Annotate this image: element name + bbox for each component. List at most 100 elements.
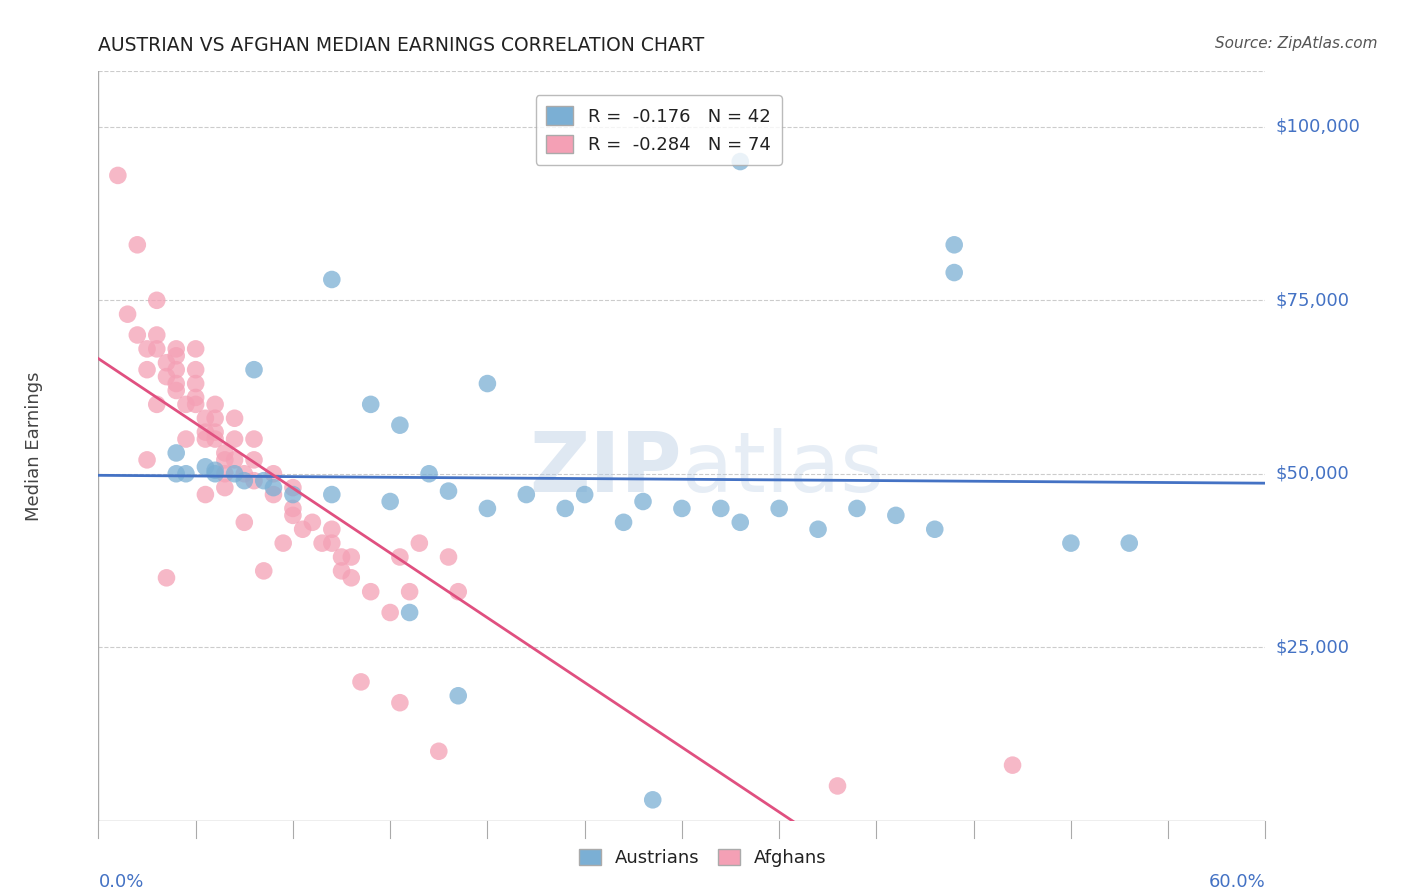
Point: [165, 349, 187, 363]
Point: [127, 328, 149, 343]
Point: [136, 453, 159, 467]
Point: [117, 307, 139, 321]
Point: [146, 342, 169, 356]
Point: [214, 467, 236, 481]
Point: [184, 342, 207, 356]
Point: [165, 342, 187, 356]
Text: 60.0%: 60.0%: [1209, 873, 1265, 891]
Point: [291, 522, 314, 536]
Point: [243, 362, 266, 376]
Point: [204, 411, 226, 425]
Text: AUSTRIAN VS AFGHAN MEDIAN EARNINGS CORRELATION CHART: AUSTRIAN VS AFGHAN MEDIAN EARNINGS CORRE…: [98, 36, 704, 54]
Point: [204, 425, 226, 439]
Point: [943, 266, 966, 280]
Point: [380, 606, 402, 620]
Point: [174, 397, 197, 411]
Point: [807, 522, 830, 536]
Point: [398, 606, 420, 620]
Point: [730, 516, 752, 530]
Point: [271, 536, 294, 550]
Point: [574, 487, 596, 501]
Point: [1001, 758, 1024, 772]
Point: [388, 418, 411, 433]
Point: [233, 516, 256, 530]
Point: [174, 432, 197, 446]
Point: [350, 674, 373, 689]
Point: [380, 494, 402, 508]
Point: [671, 501, 693, 516]
Point: [631, 494, 654, 508]
Point: [262, 487, 284, 501]
Point: [340, 549, 363, 564]
Point: [301, 516, 323, 530]
Point: [224, 467, 246, 481]
Point: [253, 564, 276, 578]
Text: Median Earnings: Median Earnings: [25, 371, 44, 521]
Text: ZIP: ZIP: [530, 428, 682, 509]
Point: [1118, 536, 1140, 550]
Point: [214, 481, 236, 495]
Point: [243, 432, 266, 446]
Point: [281, 481, 304, 495]
Text: $25,000: $25,000: [1275, 638, 1350, 657]
Point: [924, 522, 946, 536]
Point: [165, 384, 187, 398]
Point: [447, 689, 470, 703]
Point: [165, 446, 187, 460]
Point: [477, 376, 499, 391]
Point: [827, 779, 849, 793]
Point: [243, 474, 266, 488]
Point: [165, 467, 187, 481]
Point: [204, 397, 226, 411]
Point: [184, 391, 207, 405]
Legend: R =  -0.176   N = 42, R =  -0.284   N = 74: R = -0.176 N = 42, R = -0.284 N = 74: [536, 95, 782, 165]
Point: [437, 549, 460, 564]
Point: [710, 501, 733, 516]
Point: [321, 272, 343, 286]
Point: [330, 564, 353, 578]
Point: [427, 744, 450, 758]
Text: $50,000: $50,000: [1275, 465, 1348, 483]
Point: [408, 536, 430, 550]
Point: [233, 474, 256, 488]
Point: [554, 501, 576, 516]
Point: [194, 459, 217, 474]
Point: [418, 467, 440, 481]
Point: [214, 446, 236, 460]
Point: [204, 463, 226, 477]
Point: [398, 584, 420, 599]
Point: [136, 342, 159, 356]
Point: [224, 432, 246, 446]
Point: [613, 516, 636, 530]
Point: [155, 571, 177, 585]
Point: [184, 397, 207, 411]
Point: [136, 362, 159, 376]
Text: 0.0%: 0.0%: [98, 873, 143, 891]
Point: [846, 501, 869, 516]
Point: [155, 369, 177, 384]
Point: [321, 487, 343, 501]
Point: [194, 487, 217, 501]
Point: [281, 487, 304, 501]
Point: [165, 376, 187, 391]
Point: [360, 397, 382, 411]
Point: [146, 397, 169, 411]
Text: atlas: atlas: [682, 428, 883, 509]
Point: [943, 237, 966, 252]
Point: [281, 508, 304, 523]
Point: [224, 453, 246, 467]
Point: [281, 501, 304, 516]
Point: [194, 411, 217, 425]
Point: [447, 584, 470, 599]
Point: [184, 362, 207, 376]
Point: [311, 536, 333, 550]
Point: [768, 501, 790, 516]
Point: [388, 549, 411, 564]
Point: [262, 467, 284, 481]
Point: [146, 328, 169, 343]
Point: [515, 487, 537, 501]
Point: [184, 376, 207, 391]
Point: [641, 793, 664, 807]
Point: [340, 571, 363, 585]
Point: [204, 467, 226, 481]
